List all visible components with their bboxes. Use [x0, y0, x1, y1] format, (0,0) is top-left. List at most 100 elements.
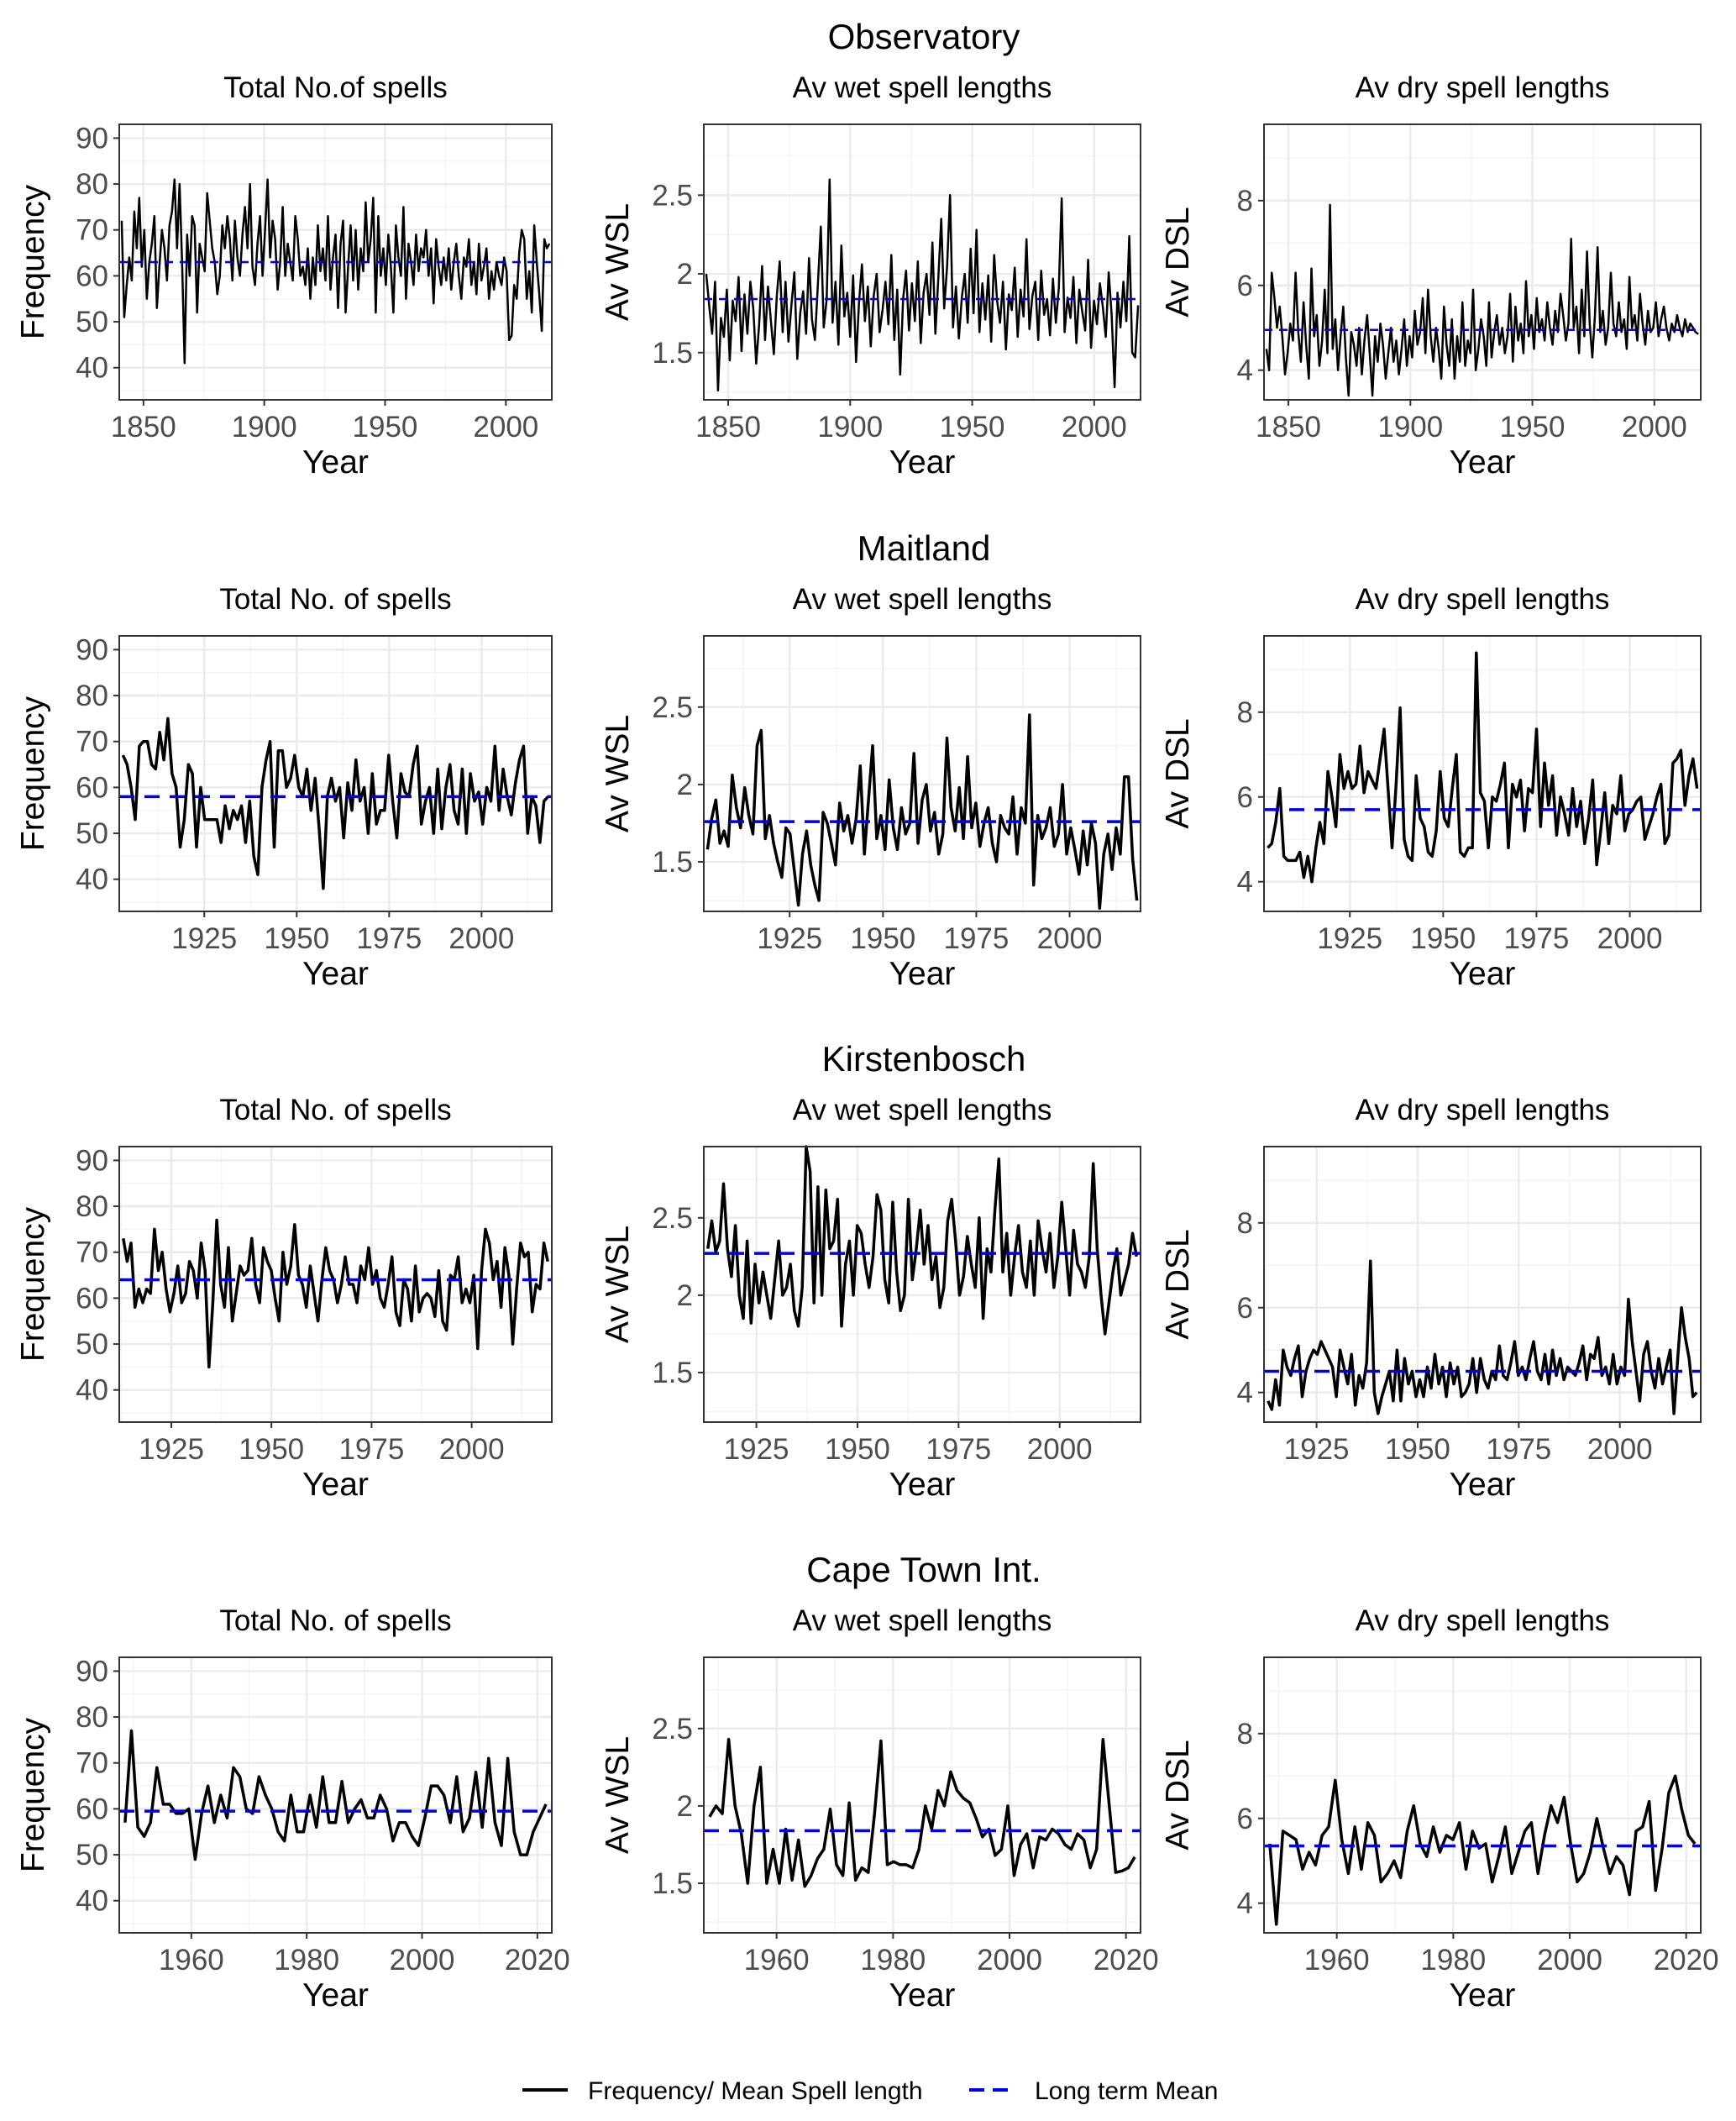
site-kirstenbosch: Kirstenbosch Total No. of spells 40 50 60 70 8… [15, 1039, 1702, 1503]
plot-frame [1263, 123, 1702, 401]
x-tick-label: 2000 [473, 411, 538, 444]
y-tick-label: 40 [76, 864, 108, 896]
site-title: Cape Town Int. [806, 1550, 1041, 1589]
site-title: Maitland [858, 528, 991, 568]
panel-title: Av dry spell lengths [1356, 71, 1610, 104]
x-tick-label: 1925 [1284, 1433, 1350, 1466]
y-tick-label: 80 [76, 168, 108, 201]
x-tick-label: 1850 [1256, 411, 1321, 444]
x-axis-title: Year [889, 1977, 956, 2013]
y-tick-label: 70 [76, 1747, 108, 1780]
plot-background [119, 1657, 552, 1933]
panel-maitland-av-dry-spell-lengths: Av dry spell lengths 4 6 8 1925 1950 1975 2000 Y… [1160, 583, 1702, 992]
y-tick-label: 1.5 [652, 1867, 693, 1900]
x-axis-title: Year [302, 1977, 369, 2013]
plot-frame [703, 123, 1141, 401]
y-tick-label: 1.5 [652, 337, 693, 370]
plot-background [704, 1657, 1141, 1933]
y-tick-label: 50 [76, 1328, 108, 1361]
y-tick-label: 6 [1237, 1803, 1253, 1835]
plot-frame [1263, 635, 1702, 912]
series-line [122, 1218, 549, 1369]
site-observatory: Observatory Total No.of spells 40 50 60 70 80 9… [15, 17, 1702, 480]
panel-title: Av wet spell lengths [793, 1604, 1052, 1637]
y-tick-label: 90 [76, 633, 108, 666]
x-tick-label: 1950 [940, 411, 1005, 444]
panel-title: Av wet spell lengths [793, 583, 1052, 616]
y-tick-label: 4 [1237, 354, 1253, 387]
plot-frame [118, 1146, 553, 1423]
x-axis-title: Year [302, 1467, 369, 1503]
x-tick-label: 1960 [744, 1944, 810, 1977]
x-tick-label: 1925 [171, 922, 237, 955]
plot-background [704, 1147, 1141, 1422]
y-tick-label: 40 [76, 352, 108, 385]
plot-frame [118, 1656, 553, 1934]
y-tick-label: 4 [1237, 1377, 1253, 1410]
y-tick-label: 40 [76, 1885, 108, 1918]
x-tick-label: 1925 [724, 1433, 789, 1466]
y-tick-label: 50 [76, 1839, 108, 1872]
y-axis-title: Frequency [15, 1206, 51, 1362]
site-maitland: Maitland Total No. of spells 40 50 60 70 80 90 1… [15, 528, 1702, 992]
y-tick-label: 70 [76, 214, 108, 247]
y-tick-label: 80 [76, 1190, 108, 1223]
series-line [705, 713, 1139, 911]
y-tick-label: 2 [677, 1790, 693, 1823]
y-tick-label: 8 [1237, 1207, 1253, 1240]
x-tick-label: 1960 [1304, 1944, 1370, 1977]
x-tick-label: 1975 [356, 922, 422, 955]
y-tick-label: 2 [677, 258, 693, 291]
series-line [706, 1145, 1138, 1336]
x-tick-label: 2000 [1027, 1433, 1093, 1466]
y-tick-label: 90 [76, 1144, 108, 1177]
x-tick-label: 2000 [1597, 922, 1663, 955]
y-tick-label: 90 [76, 122, 108, 155]
panel-observatory-av-dry-spell-lengths: Av dry spell lengths 4 6 8 1850 1900 1950 2000 Y… [1160, 71, 1702, 480]
y-tick-label: 2.5 [652, 1202, 693, 1235]
x-axis-title: Year [889, 956, 956, 992]
panel-cape-town-int-av-dry-spell-lengths: Av dry spell lengths 4 6 8 1960 1980 2000 2020 Y… [1160, 1604, 1719, 2013]
y-tick-label: 60 [76, 771, 108, 804]
x-tick-label: 2020 [1654, 1944, 1719, 1977]
x-axis-title: Year [889, 1467, 956, 1503]
y-axis-title: Av WSL [600, 715, 636, 832]
x-tick-label: 1950 [353, 411, 418, 444]
y-tick-label: 8 [1237, 696, 1253, 729]
y-tick-label: 2.5 [652, 179, 693, 212]
x-tick-label: 2000 [439, 1433, 505, 1466]
x-tick-label: 1950 [1385, 1433, 1450, 1466]
panel-title: Av wet spell lengths [793, 1094, 1052, 1126]
plot-background [119, 636, 552, 911]
x-tick-label: 1950 [850, 922, 915, 955]
y-tick-label: 6 [1237, 1292, 1253, 1325]
y-tick-label: 8 [1237, 185, 1253, 218]
x-tick-label: 2000 [1062, 411, 1127, 444]
y-axis-title: Av WSL [600, 1226, 636, 1343]
series-line [705, 178, 1140, 392]
panel-title: Av wet spell lengths [793, 71, 1052, 104]
x-tick-label: 1950 [1500, 411, 1566, 444]
panel-observatory-total-no-of-spells: Total No.of spells 40 50 60 70 80 90 1850 1900 19… [15, 71, 553, 480]
y-axis-title: Av WSL [600, 203, 636, 321]
plot-frame [118, 123, 553, 401]
y-tick-label: 2.5 [652, 1713, 693, 1746]
x-tick-label: 1975 [1486, 1433, 1551, 1466]
y-tick-label: 4 [1237, 866, 1253, 899]
x-tick-label: 1900 [817, 411, 883, 444]
x-axis-title: Year [1450, 444, 1516, 480]
y-tick-label: 80 [76, 1701, 108, 1734]
y-tick-label: 4 [1237, 1887, 1253, 1920]
legend-label-mean: Long term Mean [1035, 2077, 1218, 2105]
y-tick-label: 90 [76, 1655, 108, 1688]
series-line [1268, 1774, 1697, 1926]
x-tick-label: 1960 [159, 1944, 224, 1977]
x-axis-title: Year [1450, 956, 1516, 992]
x-axis-title: Year [302, 956, 369, 992]
y-tick-label: 6 [1237, 781, 1253, 814]
y-axis-title: Frequency [15, 184, 51, 339]
x-tick-label: 1925 [139, 1433, 204, 1466]
y-tick-label: 50 [76, 817, 108, 850]
x-tick-label: 1980 [1420, 1944, 1486, 1977]
